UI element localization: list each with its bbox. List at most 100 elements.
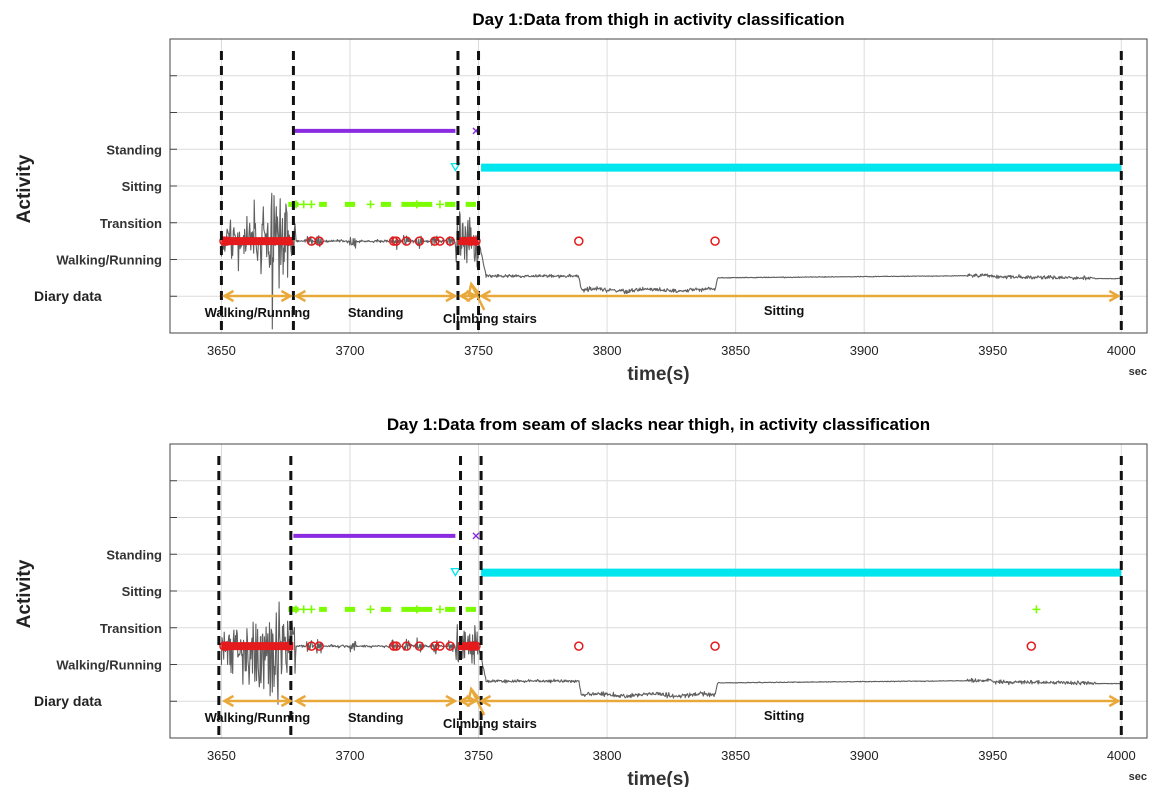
diary-arrowhead-left [478,694,492,708]
series-walking-running-marker [574,236,584,246]
series-walking-running-marker [574,641,584,651]
series-walking-running-marker [221,236,232,246]
diary-segment-label-climbing-stairs: Climbing stairs [443,716,537,731]
diary-label: Diary data [34,693,102,709]
x-tick-label: 3950 [978,343,1007,358]
x-axis-unit: sec [1129,771,1147,783]
diary-arrowhead-right [1108,694,1121,708]
series-transition-marker [435,605,444,614]
y-tick-label: Sitting [122,584,162,599]
signal-trace [220,192,1121,330]
climbing-stairs-pointer [471,285,486,311]
series-transition-marker [366,200,375,209]
series-walking-running-marker [283,641,294,651]
series-walking-running-marker [219,641,229,651]
series-walking-running-marker [283,236,294,246]
series-walking-running-marker [388,236,399,246]
series-walking-running-marker [445,236,455,246]
y-tick-label: Sitting [122,179,162,194]
x-tick-label: 3950 [978,748,1007,763]
climbing-stairs-pointer-head [467,686,481,703]
series-walking-running-marker [445,641,455,651]
diary-arrowhead-left [293,289,307,303]
y-tick-label: Standing [106,547,162,562]
y-tick-label: Walking/Running [56,658,162,673]
diary-segment-label-walking-running: Walking/Running [205,305,311,320]
y-tick-label: Standing [106,142,162,157]
y-tick-label: Walking/Running [56,253,162,268]
series-transition-marker [366,605,375,614]
signal-trace [220,601,1122,705]
x-tick-label: 3750 [464,343,493,358]
series-walking-running-marker [710,641,720,651]
x-tick-label: 3700 [336,748,365,763]
series-walking-running-marker [401,641,412,651]
climbing-stairs-pointer [471,690,486,716]
series-walking-running-marker [435,641,445,651]
series-transition-marker [307,605,316,614]
y-tick-label: Transition [100,621,162,636]
diary-arrowhead-right [280,694,293,708]
x-tick-label: 3900 [850,748,879,763]
chart-panel-2: Day 1:Data from seam of slacks near thig… [14,415,1148,787]
series-transition-marker [435,200,444,209]
diary-segment-label-sitting: Sitting [764,708,804,723]
diary-segment-label-standing: Standing [348,305,404,320]
diary-arrowhead-left [293,694,307,708]
series-walking-running-marker [466,236,476,246]
series-walking-running-marker [430,641,440,651]
x-tick-label: 3650 [207,343,236,358]
x-tick-label: 3850 [721,748,750,763]
series-transition-marker [307,200,316,209]
series-transition-marker [291,605,300,614]
y-axis-label: Activity [14,154,35,223]
x-axis-label: time(s) [627,364,689,385]
series-walking-running-marker [471,236,481,246]
series-walking-running-marker [219,236,229,246]
series-walking-running-marker [435,236,445,246]
x-tick-label: 3800 [593,343,622,358]
series-walking-running-marker [391,236,402,246]
x-tick-label: 3700 [336,343,365,358]
series-walking-running-marker [466,641,476,651]
series-sitting-marker [450,162,461,172]
diary-arrowhead-right [1108,289,1121,303]
diary-segment-label-climbing-stairs: Climbing stairs [443,311,537,326]
series-transition-marker [1032,605,1041,614]
x-tick-label: 4000 [1107,343,1136,358]
diary-arrowhead-right [280,289,293,303]
x-tick-label: 3650 [207,748,236,763]
series-walking-running-marker [221,641,232,651]
series-walking-running-marker [1026,641,1037,651]
series-standing-marker [472,532,480,540]
chart-title: Day 1:Data from seam of slacks near thig… [387,415,930,434]
diary-segment-label-walking-running: Walking/Running [205,710,311,725]
y-tick-label: Transition [100,216,162,231]
x-tick-label: 3900 [850,343,879,358]
x-axis-unit: sec [1129,366,1147,378]
x-tick-label: 3850 [721,343,750,358]
series-walking-running-marker [430,236,440,246]
chart-title: Day 1:Data from thigh in activity classi… [472,10,844,29]
series-walking-running-marker [471,641,481,651]
series-walking-running-marker [388,641,399,651]
climbing-stairs-pointer-head [467,281,481,298]
series-transition-marker [412,605,421,614]
series-transition-marker [412,200,421,209]
diary-arrowhead-left [221,694,235,708]
diary-arrowhead-right [445,694,458,708]
x-tick-label: 4000 [1107,748,1136,763]
series-transition-marker [299,605,308,614]
diary-label: Diary data [34,288,102,304]
x-tick-label: 3800 [593,748,622,763]
diary-arrowhead-right [445,289,458,303]
series-walking-running-marker [401,236,412,246]
series-sitting-marker [450,567,461,577]
series-walking-running-marker [414,641,425,651]
diary-arrowhead-left [221,289,235,303]
diary-segment-label-standing: Standing [348,710,404,725]
diary-segment-label-sitting: Sitting [764,303,804,318]
series-walking-running-marker [414,236,425,246]
diary-arrowhead-left [478,289,492,303]
